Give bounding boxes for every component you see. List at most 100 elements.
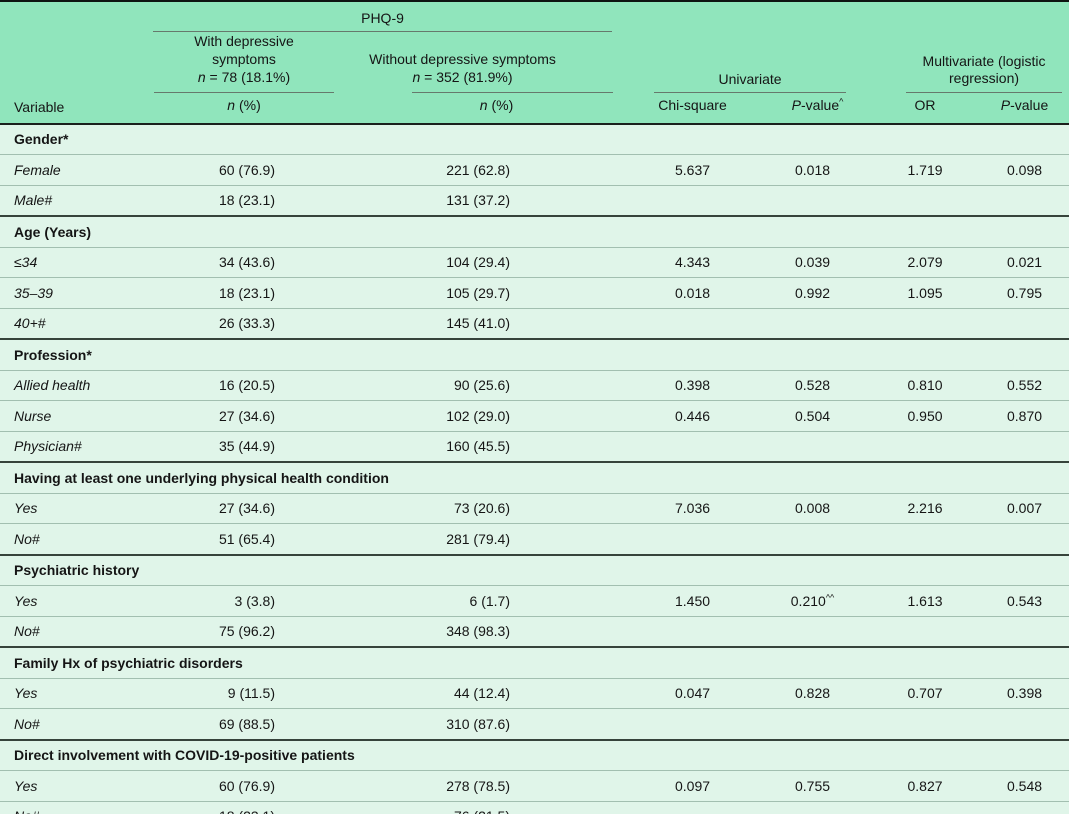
with-n-cell: 18 (23.1)	[153, 800, 335, 814]
p-value-cell	[755, 615, 871, 648]
or-cell	[870, 523, 981, 555]
or-cell: 2.216	[870, 492, 981, 524]
without-depressive-title: Without depressive symptoms	[369, 51, 556, 68]
column-header-p-value-univariate: P-value^	[791, 95, 844, 113]
without-depressive-n: n = 352 (81.9%)	[412, 69, 513, 86]
without-n-cell: 102 (29.0)	[335, 400, 631, 432]
chi-square-cell: 0.018	[630, 277, 756, 309]
data-row-covid-no: No# 18 (23.1) 76 (21.5)	[0, 800, 1069, 814]
or-cell: 0.707	[870, 677, 981, 709]
without-n-cell: 6 (1.7)	[335, 585, 631, 617]
data-row-nurse: Nurse 27 (34.6) 102 (29.0) 0.446 0.504 0…	[0, 400, 1069, 432]
column-header-n-pct-without: n (%)	[479, 96, 514, 113]
data-row-age-le34: ≤34 34 (43.6) 104 (29.4) 4.343 0.039 2.0…	[0, 246, 1069, 278]
column-group-multivariate: Multivariate (logistic regression)	[870, 1, 1069, 93]
section-row-profession: Profession*	[0, 338, 1069, 371]
p-value-multi-cell	[980, 184, 1069, 217]
with-n-cell: 9 (11.5)	[153, 677, 335, 709]
p-value-cell	[755, 800, 871, 814]
without-n-cell: 131 (37.2)	[335, 184, 631, 217]
data-row-family-no: No# 69 (88.5) 310 (87.6)	[0, 708, 1069, 740]
or-cell	[870, 184, 981, 217]
variable-cell: No#	[0, 708, 153, 740]
p-value-cell: 0.992	[755, 277, 871, 309]
p-value-cell	[755, 523, 871, 555]
variable-cell: No#	[0, 615, 153, 648]
variable-cell: 35–39	[0, 277, 153, 309]
or-cell	[870, 708, 981, 740]
with-depressive-n: n = 78 (18.1%)	[197, 69, 291, 86]
table-header: Variable PHQ-9 Univariate Multivariate (…	[0, 1, 1069, 124]
data-row-psychiatric-no: No# 75 (96.2) 348 (98.3)	[0, 615, 1069, 648]
or-cell	[870, 430, 981, 463]
chi-square-cell: 0.047	[630, 677, 756, 709]
variable-cell: 40+#	[0, 307, 153, 340]
chi-square-cell	[630, 800, 756, 814]
chi-square-cell	[630, 523, 756, 555]
variable-cell: No#	[0, 800, 153, 814]
section-row-psychiatric-history: Psychiatric history	[0, 553, 1069, 586]
column-header-variable: Variable	[14, 98, 65, 115]
p-value-multi-cell: 0.007	[980, 492, 1069, 524]
data-row-covid-yes: Yes 60 (76.9) 278 (78.5) 0.097 0.755 0.8…	[0, 770, 1069, 802]
p-value-cell: 0.504	[755, 400, 871, 432]
header-group-row: Variable PHQ-9 Univariate Multivariate (…	[0, 1, 1069, 115]
section-row-physical-health: Having at least one underlying physical …	[0, 461, 1069, 494]
variable-cell: Yes	[0, 585, 153, 617]
chi-square-cell: 0.398	[630, 369, 756, 401]
p-value-cell: 0.755	[755, 770, 871, 802]
chi-square-cell: 5.637	[630, 154, 756, 186]
without-n-cell: 145 (41.0)	[335, 307, 631, 340]
section-label: Age (Years)	[0, 215, 1069, 248]
without-n-cell: 221 (62.8)	[335, 154, 631, 186]
p-value-multi-cell	[980, 615, 1069, 648]
data-row-age-40plus: 40+# 26 (33.3) 145 (41.0)	[0, 307, 1069, 340]
with-n-cell: 69 (88.5)	[153, 708, 335, 740]
p-value-cell	[755, 708, 871, 740]
header-subgroup-row: With depressive symptoms n = 78 (18.1%) …	[0, 32, 1069, 93]
header-measure-row: n (%) n (%) Chi-square P-value^ OR P-val…	[0, 93, 1069, 124]
variable-cell: Yes	[0, 492, 153, 524]
section-label: Psychiatric history	[0, 553, 1069, 586]
with-n-cell: 27 (34.6)	[153, 400, 335, 432]
p-value-multi-cell	[980, 523, 1069, 555]
p-value-multi-cell	[980, 708, 1069, 740]
data-row-physician: Physician# 35 (44.9) 160 (45.5)	[0, 430, 1069, 463]
p-value-multi-cell	[980, 430, 1069, 463]
or-cell: 0.827	[870, 770, 981, 802]
or-cell: 1.719	[870, 154, 981, 186]
p-value-multi-cell: 0.795	[980, 277, 1069, 309]
variable-cell: Male#	[0, 184, 153, 217]
p-value-cell: 0.210^^	[755, 585, 871, 617]
section-row-gender: Gender*	[0, 124, 1069, 155]
data-row-female: Female 60 (76.9) 221 (62.8) 5.637 0.018 …	[0, 154, 1069, 186]
column-header-chi-square: Chi-square	[658, 96, 727, 113]
section-row-family-hx: Family Hx of psychiatric disorders	[0, 646, 1069, 679]
or-cell: 1.095	[870, 277, 981, 309]
p-value-multi-cell: 0.398	[980, 677, 1069, 709]
variable-cell: No#	[0, 523, 153, 555]
or-cell: 1.613	[870, 585, 981, 617]
p-value-cell: 0.039	[755, 246, 871, 278]
chi-square-cell	[630, 307, 756, 340]
p-value-multi-cell	[980, 307, 1069, 340]
chi-square-cell	[630, 708, 756, 740]
p-value-multi-cell: 0.548	[980, 770, 1069, 802]
column-group-univariate: Univariate	[630, 1, 870, 93]
without-n-cell: 90 (25.6)	[335, 369, 631, 401]
or-cell: 0.810	[870, 369, 981, 401]
or-cell: 2.079	[870, 246, 981, 278]
table-body: Gender* Female 60 (76.9) 221 (62.8) 5.63…	[0, 124, 1069, 814]
data-row-physical-yes: Yes 27 (34.6) 73 (20.6) 7.036 0.008 2.21…	[0, 492, 1069, 524]
variable-cell: Yes	[0, 770, 153, 802]
with-n-cell: 51 (65.4)	[153, 523, 335, 555]
variable-cell: ≤34	[0, 246, 153, 278]
without-n-cell: 160 (45.5)	[335, 430, 631, 463]
chi-square-cell: 0.446	[630, 400, 756, 432]
section-label: Having at least one underlying physical …	[0, 461, 1069, 494]
without-n-cell: 105 (29.7)	[335, 277, 631, 309]
column-header-or: OR	[914, 96, 936, 113]
data-row-psychiatric-yes: Yes 3 (3.8) 6 (1.7) 1.450 0.210^^ 1.613 …	[0, 585, 1069, 617]
with-n-cell: 18 (23.1)	[153, 184, 335, 217]
